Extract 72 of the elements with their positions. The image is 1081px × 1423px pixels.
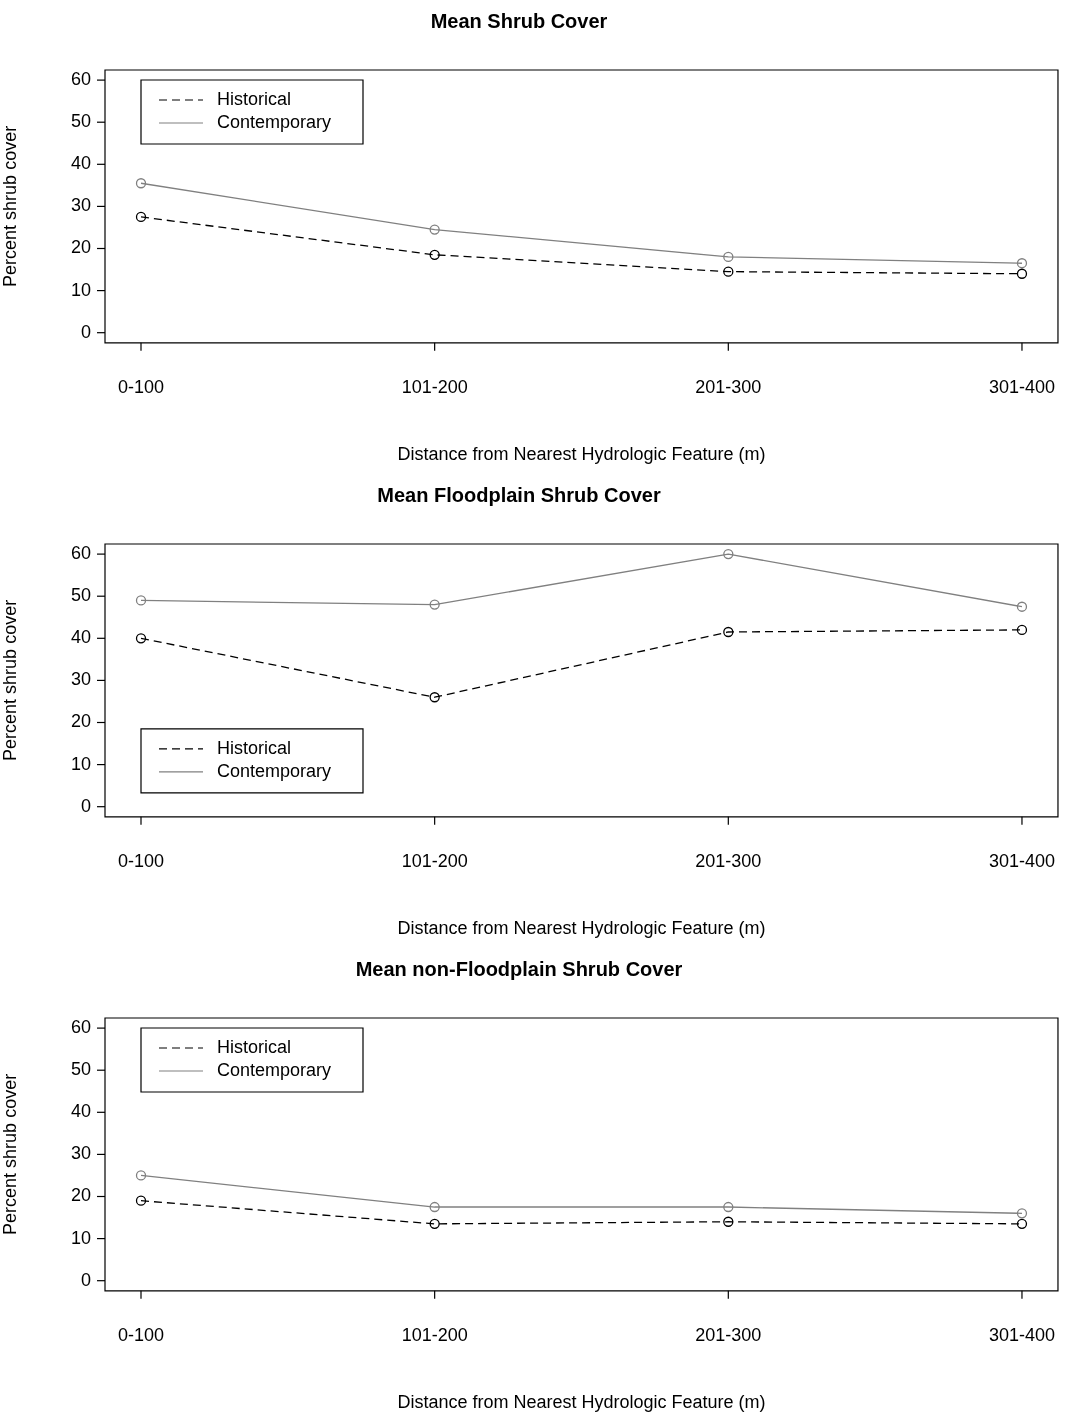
point — [135, 633, 147, 644]
y-tick-label: 30 — [70, 195, 91, 216]
point — [1016, 258, 1028, 269]
y-tick-label: 30 — [70, 1143, 91, 1164]
y-tick-label: 60 — [70, 69, 91, 90]
x-tick-label: 0-100 — [117, 850, 165, 871]
x-tick-label: 101-200 — [401, 376, 468, 397]
chart-title: Mean non-Floodplain Shrub Cover — [355, 957, 683, 980]
point — [1016, 1208, 1028, 1219]
y-tick-label: 10 — [70, 1227, 91, 1248]
y-tick-label: 0 — [80, 795, 91, 816]
y-tick-label: 20 — [70, 1185, 91, 1206]
point — [135, 1170, 147, 1181]
point — [429, 1201, 440, 1213]
x-axis-title: Distance from Nearest Hydrologic Feature (m) — [397, 918, 766, 939]
legend-label: Historical — [217, 1036, 292, 1057]
y-axis-title: Percent shrub cover — [0, 125, 20, 287]
point — [135, 595, 147, 606]
point — [723, 251, 734, 263]
y-tick-label: 0 — [80, 321, 91, 342]
y-tick-label: 40 — [70, 1101, 91, 1122]
y-tick-label: 10 — [70, 279, 91, 300]
y-tick-label: 50 — [70, 1059, 91, 1080]
legend-label: Contemporary — [217, 111, 332, 132]
x-tick-label: 101-200 — [401, 850, 468, 871]
point — [1016, 601, 1028, 612]
x-tick-label: 201-300 — [695, 1324, 762, 1345]
x-tick-label: 301-400 — [988, 1324, 1055, 1345]
point — [429, 692, 440, 703]
point — [1016, 268, 1028, 279]
y-tick-label: 50 — [70, 585, 91, 606]
x-tick-label: 0-100 — [117, 376, 165, 397]
x-tick-label: 301-400 — [988, 850, 1055, 871]
x-tick-label: 201-300 — [695, 376, 762, 397]
y-tick-label: 20 — [70, 237, 91, 258]
point — [429, 224, 440, 235]
point — [429, 249, 440, 260]
x-tick-label: 0-100 — [117, 1324, 165, 1345]
y-tick-label: 0 — [80, 1269, 91, 1290]
x-tick-label: 201-300 — [695, 850, 762, 871]
point — [135, 1195, 147, 1206]
legend-label: Contemporary — [217, 1059, 332, 1080]
y-tick-label: 60 — [70, 543, 91, 564]
y-tick-label: 50 — [70, 111, 91, 132]
legend-label: Historical — [217, 88, 292, 109]
x-axis-title: Distance from Nearest Hydrologic Feature (m) — [397, 444, 766, 465]
point — [429, 1218, 440, 1230]
legend-label: Contemporary — [217, 760, 332, 781]
point — [723, 1201, 734, 1213]
point — [723, 626, 734, 638]
point — [723, 1216, 734, 1227]
y-axis-title: Percent shrub cover — [0, 599, 20, 761]
point — [1016, 624, 1028, 636]
y-axis-title: Percent shrub cover — [0, 1073, 20, 1235]
y-tick-label: 40 — [70, 627, 91, 648]
x-tick-label: 101-200 — [401, 1324, 468, 1345]
y-tick-label: 10 — [70, 753, 91, 774]
point — [723, 548, 734, 560]
legend-label: Historical — [217, 737, 292, 758]
point — [135, 211, 147, 223]
point — [723, 266, 734, 277]
y-tick-label: 20 — [70, 711, 91, 732]
y-tick-label: 30 — [70, 669, 91, 690]
chart-title: Mean Shrub Cover — [430, 9, 608, 32]
y-tick-label: 60 — [70, 1017, 91, 1038]
chart-title: Mean Floodplain Shrub Cover — [377, 483, 661, 506]
x-tick-label: 301-400 — [988, 376, 1055, 397]
point — [429, 599, 440, 610]
point — [1016, 1218, 1028, 1230]
x-axis-title: Distance from Nearest Hydrologic Feature (m) — [397, 1392, 766, 1413]
point — [135, 178, 147, 189]
y-tick-label: 40 — [70, 153, 91, 174]
